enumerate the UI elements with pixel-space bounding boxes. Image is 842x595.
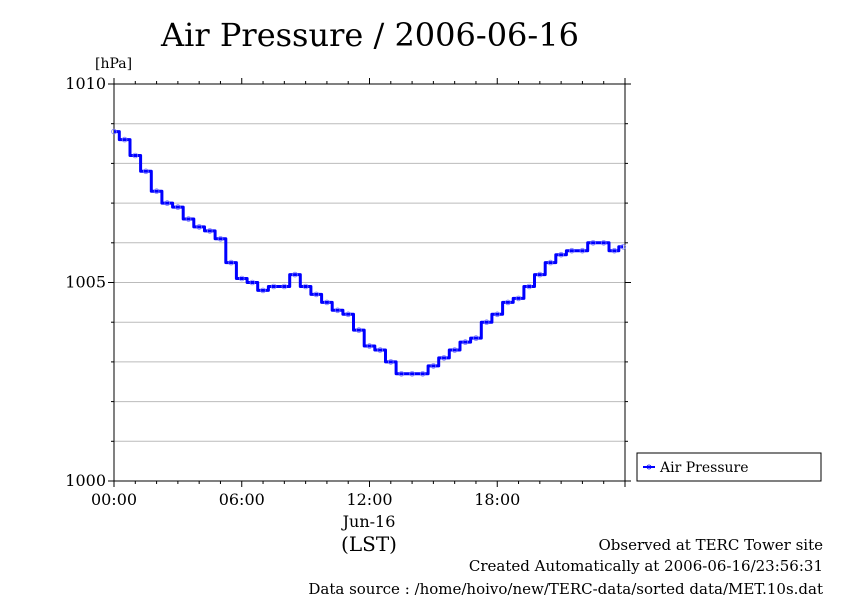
data-point bbox=[620, 244, 626, 250]
data-point bbox=[494, 311, 501, 318]
data-point bbox=[590, 240, 596, 246]
x-tick-label: 00:00 bbox=[91, 490, 137, 509]
data-point bbox=[547, 259, 554, 266]
data-point bbox=[292, 271, 298, 278]
y-axis-label: [hPa] bbox=[95, 56, 132, 72]
data-point bbox=[505, 299, 511, 306]
data-point bbox=[217, 236, 224, 242]
x-date-label: Jun-16 bbox=[341, 512, 396, 531]
grid-lines bbox=[114, 123, 625, 442]
data-point bbox=[281, 283, 288, 290]
data-point bbox=[270, 283, 277, 290]
chart-title: Air Pressure / 2006-06-16 bbox=[160, 16, 579, 54]
data-point bbox=[462, 339, 469, 345]
data-point bbox=[111, 128, 117, 135]
footer-data-source: Data source : /home/hoivo/new/TERC-data/… bbox=[308, 580, 823, 595]
x-tick-label: 18:00 bbox=[474, 490, 520, 509]
data-point bbox=[345, 311, 352, 318]
y-ticks: 1010 1005 1000 bbox=[65, 74, 631, 490]
data-point bbox=[600, 240, 607, 246]
legend-box bbox=[636, 452, 822, 482]
data-point bbox=[260, 287, 266, 294]
data-point bbox=[121, 136, 128, 143]
data-point bbox=[409, 370, 415, 377]
footer-observed: Observed at TERC Tower site bbox=[598, 536, 823, 554]
data-point bbox=[324, 299, 330, 306]
x-tick-label: 06:00 bbox=[219, 490, 265, 509]
data-point bbox=[515, 295, 522, 302]
data-point bbox=[228, 259, 234, 266]
data-point bbox=[302, 283, 309, 290]
data-point bbox=[451, 347, 458, 353]
data-point bbox=[441, 355, 447, 361]
data-point bbox=[568, 247, 575, 254]
data-point bbox=[313, 291, 320, 298]
x-tick-label: 12:00 bbox=[346, 490, 392, 509]
data-point bbox=[143, 168, 149, 175]
x-ticks: 00:00 06:00 12:00 18:00 bbox=[91, 78, 626, 509]
data-point bbox=[175, 204, 181, 210]
data-point bbox=[473, 335, 479, 341]
data-point bbox=[249, 279, 256, 286]
data-point bbox=[558, 251, 564, 258]
series-layer bbox=[111, 128, 626, 377]
data-point bbox=[207, 228, 213, 234]
x-axis-label: (LST) bbox=[341, 532, 397, 556]
footer-created: Created Automatically at 2006-06-16/23:5… bbox=[469, 557, 823, 575]
data-point bbox=[611, 247, 618, 254]
data-point bbox=[196, 224, 203, 230]
y-tick-label: 1005 bbox=[65, 273, 106, 292]
data-point bbox=[366, 343, 373, 349]
data-point bbox=[164, 200, 171, 206]
data-point bbox=[334, 307, 341, 314]
data-point bbox=[430, 363, 437, 369]
data-point bbox=[185, 216, 192, 222]
data-point bbox=[398, 370, 405, 377]
data-point bbox=[377, 347, 383, 353]
data-point bbox=[387, 359, 394, 365]
data-point bbox=[536, 271, 543, 278]
data-point bbox=[483, 319, 490, 326]
y-tick-label: 1000 bbox=[65, 471, 106, 490]
data-point bbox=[526, 283, 532, 290]
series-line-air-pressure bbox=[114, 130, 624, 376]
data-point bbox=[153, 188, 160, 195]
data-point bbox=[356, 327, 362, 333]
y-tick-label: 1010 bbox=[65, 74, 106, 93]
data-point bbox=[132, 152, 139, 159]
data-point bbox=[419, 370, 426, 377]
data-point bbox=[579, 247, 586, 254]
legend: Air Pressure bbox=[636, 452, 822, 482]
data-point bbox=[239, 275, 245, 282]
legend-entry-air-pressure: Air Pressure bbox=[659, 460, 749, 476]
legend-swatch-marker bbox=[646, 464, 652, 470]
